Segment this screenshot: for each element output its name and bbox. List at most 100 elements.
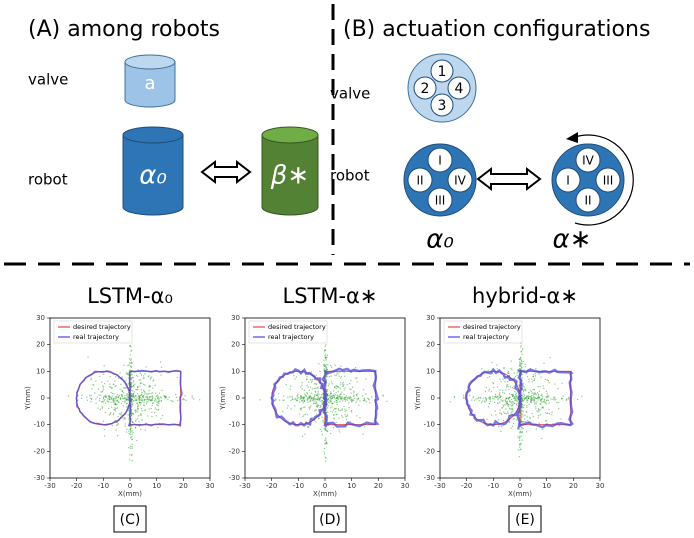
scatter-dot <box>520 410 522 412</box>
scatter-dot <box>530 401 532 403</box>
scatter-dot <box>112 399 115 401</box>
scatter-dot <box>309 407 311 409</box>
scatter-dot <box>138 397 140 399</box>
scatter-dot <box>317 387 319 389</box>
y-tick-label: 20 <box>231 341 240 349</box>
scatter-dot <box>290 385 292 387</box>
scatter-dot <box>127 414 129 416</box>
scatter-dot <box>325 353 327 355</box>
scatter-dot <box>540 403 542 405</box>
scatter-dot <box>503 367 505 370</box>
scatter-dot <box>356 399 358 401</box>
scatter-dot <box>489 398 491 400</box>
scatter-dot <box>342 383 344 385</box>
scatter-dot <box>532 374 535 376</box>
scatter-dot <box>331 397 333 400</box>
scatter-dot <box>150 399 152 402</box>
scatter-dot <box>139 402 141 404</box>
scatter-dot <box>337 408 339 410</box>
scatter-dot <box>500 395 502 397</box>
scatter-dot <box>502 400 504 402</box>
scatter-dot <box>148 390 150 392</box>
scatter-dot <box>141 374 143 376</box>
scatter-dot <box>503 392 506 394</box>
scatter-dot <box>528 378 530 380</box>
scatter-dot <box>325 443 327 445</box>
scatter-dot <box>512 425 514 427</box>
x-tick-label: -30 <box>434 482 445 490</box>
scatter-dot <box>345 395 348 397</box>
scatter-dot <box>329 399 331 401</box>
scatter-dot <box>505 408 507 410</box>
scatter-dot <box>533 392 535 394</box>
scatter-dot <box>103 398 105 400</box>
y-tick-label: -30 <box>34 474 45 482</box>
scatter-dot <box>101 401 103 403</box>
scatter-dot <box>120 397 122 399</box>
scatter-dot <box>128 447 130 449</box>
scatter-dot <box>67 395 70 397</box>
scatter-dot <box>505 397 507 399</box>
x-tick-label: -10 <box>98 482 109 490</box>
scatter-dot <box>325 368 328 370</box>
scatter-dot <box>342 398 344 400</box>
scatter-dot <box>99 375 101 377</box>
scatter-dot <box>471 399 473 401</box>
scatter-dot <box>326 390 329 392</box>
scatter-dot <box>103 395 105 397</box>
scatter-dot <box>534 403 536 405</box>
x-tick-label: 0 <box>128 482 132 490</box>
y-tick-label: 20 <box>426 341 435 349</box>
scatter-dot <box>349 398 351 400</box>
scatter-dot <box>324 345 326 347</box>
scatter-dot <box>546 399 548 401</box>
scatter-dot <box>519 437 521 439</box>
scatter-dot <box>314 410 316 412</box>
scatter-dot <box>125 399 127 402</box>
port-label: III <box>603 174 614 188</box>
scatter-dot <box>482 397 484 399</box>
scatter-dot <box>130 437 132 439</box>
scatter-dot <box>151 415 153 418</box>
scatter-dot <box>505 401 507 403</box>
scatter-dot <box>525 396 527 399</box>
scatter-dot <box>306 376 308 378</box>
scatter-dot <box>122 398 124 400</box>
scatter-dot <box>520 448 522 450</box>
scatter-dot <box>132 396 134 398</box>
scatter-dot <box>114 410 116 412</box>
scatter-dot <box>130 426 132 428</box>
scatter-dot <box>519 449 521 451</box>
scatter-dot <box>512 401 514 403</box>
scatter-dot <box>337 398 339 401</box>
scatter-dot <box>533 389 535 391</box>
scatter-dot <box>123 364 125 366</box>
scatter-dot <box>497 396 499 398</box>
y-axis-label: Y(mm) <box>414 386 422 411</box>
scatter-dot <box>543 401 545 403</box>
scatter-dot <box>535 397 537 400</box>
scatter-dot <box>320 396 322 398</box>
x-tick-label: 10 <box>152 482 161 490</box>
scatter-dot <box>101 391 103 393</box>
scatter-dot <box>493 386 495 389</box>
scatter-dot <box>325 386 327 388</box>
scatter-dot <box>101 407 104 409</box>
scatter-dot <box>507 371 510 373</box>
scatter-dot <box>335 387 337 389</box>
scatter-dot <box>130 365 132 367</box>
scatter-dot <box>358 404 360 406</box>
scatter-dot <box>132 395 134 397</box>
scatter-dot <box>130 386 132 389</box>
scatter-dot <box>130 431 132 433</box>
scatter-dot <box>346 399 349 401</box>
scatter-dot <box>344 398 346 400</box>
y-tick-label: 30 <box>36 314 45 322</box>
scatter-dot <box>507 372 509 374</box>
scatter-dot <box>497 402 499 404</box>
scatter-dot <box>150 408 152 410</box>
scatter-dot <box>315 387 317 389</box>
scatter-dot <box>131 382 133 384</box>
scatter-dot <box>131 377 133 379</box>
scatter-dot <box>542 397 544 399</box>
